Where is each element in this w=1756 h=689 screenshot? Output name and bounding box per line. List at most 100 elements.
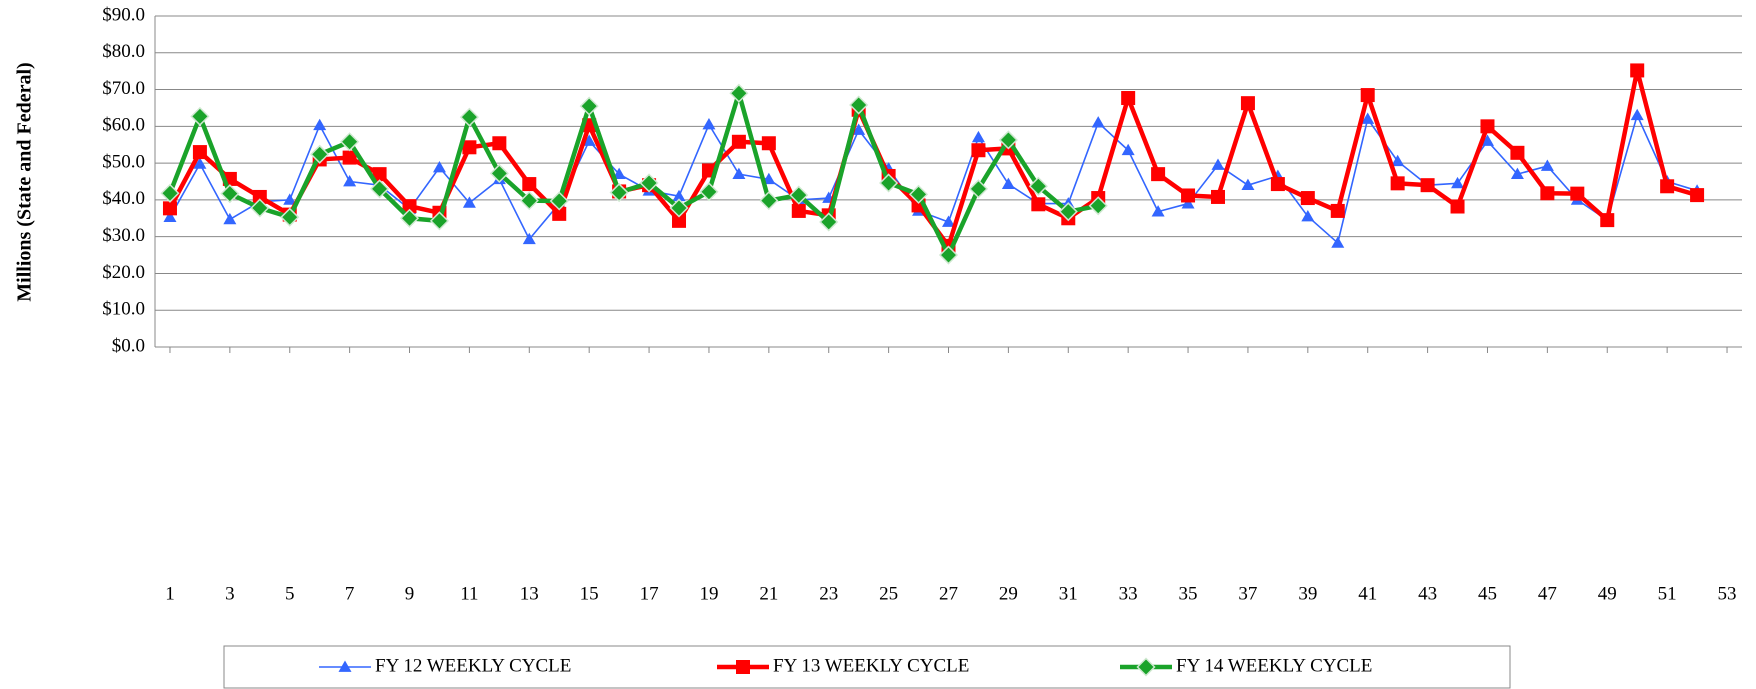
data-point xyxy=(729,83,749,103)
data-point xyxy=(791,203,806,218)
data-point xyxy=(1001,177,1015,189)
data-point xyxy=(1690,188,1705,203)
data-point xyxy=(1450,199,1465,214)
data-point xyxy=(1028,176,1048,196)
y-tick-label: $70.0 xyxy=(102,78,145,99)
y-tick-label: $0.0 xyxy=(112,335,145,356)
x-tick-label: 5 xyxy=(285,583,295,604)
data-point xyxy=(1181,188,1196,203)
data-point xyxy=(1510,145,1525,160)
legend-label: FY 12 WEEKLY CYCLE xyxy=(375,655,571,676)
data-point xyxy=(612,167,626,180)
x-tick-label: 31 xyxy=(1059,583,1078,604)
y-tick-label: $10.0 xyxy=(102,299,145,320)
x-tick-label: 19 xyxy=(699,583,718,604)
x-tick-label: 47 xyxy=(1538,583,1557,604)
data-point xyxy=(220,184,240,204)
x-tick-label: 33 xyxy=(1119,583,1138,604)
data-point xyxy=(879,173,899,193)
data-point xyxy=(1151,167,1166,182)
data-point xyxy=(1390,176,1405,191)
y-axis-label: Millions (State and Federal) xyxy=(14,62,36,301)
data-point xyxy=(998,130,1018,150)
x-tick-label: 25 xyxy=(879,583,898,604)
data-point xyxy=(702,117,716,130)
data-point xyxy=(1570,186,1585,201)
data-point xyxy=(1330,203,1345,218)
data-point xyxy=(1630,108,1644,121)
data-point xyxy=(609,182,629,203)
x-tick-label: 17 xyxy=(640,583,659,604)
legend-label: FY 13 WEEKLY CYCLE xyxy=(773,655,969,676)
data-point xyxy=(1088,196,1108,216)
data-point xyxy=(1210,189,1225,204)
x-tick-label: 13 xyxy=(520,583,539,604)
data-point xyxy=(370,179,390,199)
data-point xyxy=(731,134,746,149)
y-tick-label: $60.0 xyxy=(102,115,145,136)
data-point xyxy=(522,177,537,192)
y-tick-label: $80.0 xyxy=(102,41,145,62)
data-point xyxy=(1331,236,1345,248)
x-tick-label: 21 xyxy=(759,583,778,604)
data-point xyxy=(283,193,297,205)
data-point xyxy=(968,179,989,199)
data-point xyxy=(432,161,446,173)
data-point xyxy=(1211,158,1225,170)
x-tick-label: 53 xyxy=(1718,583,1737,604)
data-point xyxy=(250,198,270,218)
legend-marker xyxy=(338,660,352,672)
data-point xyxy=(1300,191,1315,206)
data-point xyxy=(1510,167,1524,180)
data-point xyxy=(1540,159,1554,171)
data-point xyxy=(160,183,180,203)
data-point xyxy=(579,96,599,116)
data-point xyxy=(759,191,779,211)
x-tick-label: 27 xyxy=(939,583,958,604)
data-point xyxy=(223,212,237,225)
x-tick-label: 9 xyxy=(405,583,415,604)
data-point xyxy=(761,136,776,151)
data-point xyxy=(699,182,719,202)
x-tick-label: 39 xyxy=(1298,583,1317,604)
data-point xyxy=(552,206,567,221)
x-tick-label: 45 xyxy=(1478,583,1497,604)
data-point xyxy=(459,107,479,127)
x-tick-label: 43 xyxy=(1418,583,1437,604)
data-point xyxy=(789,185,809,205)
data-point xyxy=(280,207,300,227)
legend-label: FY 14 WEEKLY CYCLE xyxy=(1176,655,1372,676)
data-point xyxy=(1058,202,1078,222)
data-point xyxy=(938,245,959,265)
data-point xyxy=(193,157,207,169)
data-point xyxy=(672,189,686,202)
series-line xyxy=(167,90,1099,258)
data-point xyxy=(732,167,746,180)
data-point xyxy=(462,196,476,208)
data-point xyxy=(1301,209,1315,222)
data-point xyxy=(971,143,986,158)
series-line xyxy=(167,68,1698,249)
data-point xyxy=(549,191,569,211)
y-tick-label: $50.0 xyxy=(102,151,145,172)
x-tick-label: 41 xyxy=(1358,583,1377,604)
x-tick-label: 35 xyxy=(1179,583,1198,604)
data-point xyxy=(942,215,955,227)
data-point xyxy=(1600,213,1615,228)
legend-marker xyxy=(736,660,750,674)
data-point xyxy=(1121,143,1135,156)
data-point xyxy=(1091,116,1105,128)
data-point xyxy=(852,123,866,135)
x-tick-label: 23 xyxy=(819,583,838,604)
data-point xyxy=(342,150,357,165)
data-point xyxy=(402,199,417,214)
x-tick-label: 11 xyxy=(460,583,478,604)
data-point xyxy=(492,136,507,151)
y-tick-label: $90.0 xyxy=(102,4,145,25)
series-line xyxy=(169,114,1698,244)
data-point xyxy=(462,140,477,155)
data-point xyxy=(1240,96,1255,111)
data-point xyxy=(582,134,596,146)
data-point xyxy=(310,144,330,164)
